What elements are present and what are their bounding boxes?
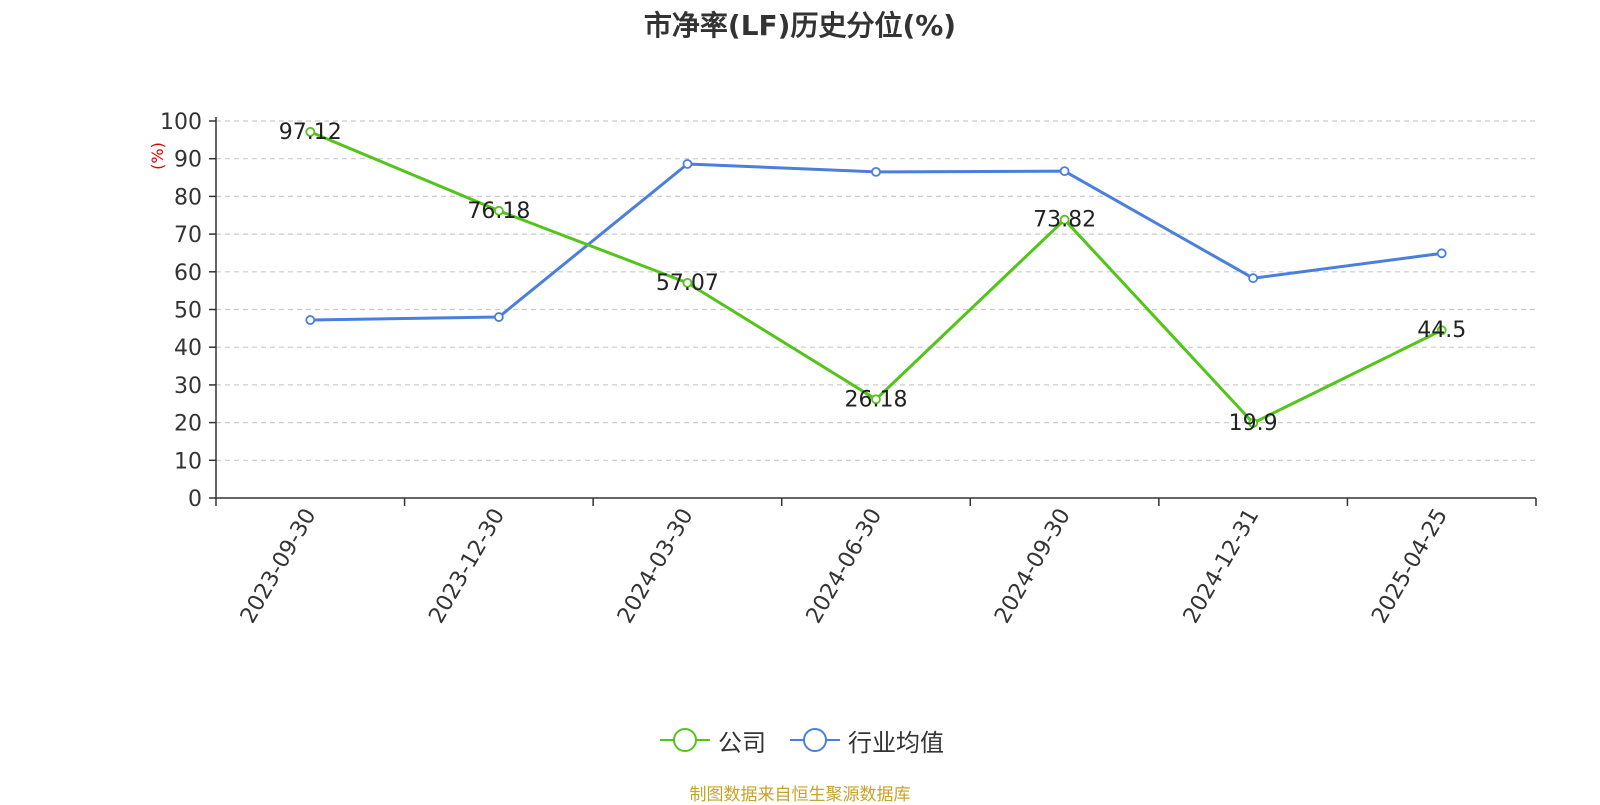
y-tick-label: 30 xyxy=(174,374,202,399)
data-label: 19.9 xyxy=(1229,411,1278,436)
series-line xyxy=(310,162,1442,322)
data-point xyxy=(871,166,881,177)
data-label: 44.5 xyxy=(1417,318,1466,343)
x-tick-label: 2024-09-30 xyxy=(990,505,1076,628)
x-tick-label: 2025-04-25 xyxy=(1367,505,1453,628)
data-point xyxy=(1248,418,1259,428)
source-note: 制图数据来自恒生聚源数据库 xyxy=(689,785,911,805)
data-point xyxy=(305,126,316,137)
x-tick-label: 2023-09-30 xyxy=(236,505,322,628)
data-point xyxy=(682,277,693,288)
data-label: 73.82 xyxy=(1033,208,1096,233)
data-point xyxy=(305,315,316,325)
data-point xyxy=(1059,166,1070,177)
legend-line-circle-icon xyxy=(790,728,840,752)
legend-label-company: 公司 xyxy=(718,728,766,757)
data-point xyxy=(1436,325,1447,336)
y-tick-label: 100 xyxy=(160,110,202,135)
legend[interactable]: 公司 行业均值 xyxy=(660,722,968,758)
data-point xyxy=(682,159,693,169)
y-tick-label: 20 xyxy=(174,412,202,437)
data-point xyxy=(1248,273,1259,284)
data-label: 76.18 xyxy=(467,199,530,224)
x-tick-label: 2024-03-30 xyxy=(613,505,699,628)
legend-line-circle-icon xyxy=(660,728,710,752)
legend-item-industry-average[interactable]: 行业均值 xyxy=(790,723,944,758)
y-tick-label: 40 xyxy=(174,336,202,361)
data-label: 97.12 xyxy=(279,120,342,145)
data-label: 26.18 xyxy=(845,387,908,412)
y-tick-label: 0 xyxy=(188,487,202,512)
data-point xyxy=(1436,248,1447,259)
data-point xyxy=(493,312,504,322)
data-point xyxy=(493,205,504,216)
x-tick-label: 2023-12-30 xyxy=(424,505,510,628)
legend-label-industry-average: 行业均值 xyxy=(848,728,944,757)
y-tick-label: 50 xyxy=(174,299,202,324)
data-point xyxy=(1059,214,1070,225)
y-tick-label: 90 xyxy=(174,148,202,173)
y-tick-label: 60 xyxy=(174,261,202,286)
legend-item-company[interactable]: 公司 xyxy=(660,723,766,758)
y-tick-label: 10 xyxy=(174,449,202,474)
data-point xyxy=(871,394,881,405)
data-label: 57.07 xyxy=(656,271,719,296)
x-tick-label: 2024-12-31 xyxy=(1179,505,1265,628)
y-tick-label: 70 xyxy=(174,223,202,248)
x-tick-label: 2024-06-30 xyxy=(802,505,888,628)
y-axis-label: (%) xyxy=(148,142,167,170)
y-tick-label: 80 xyxy=(174,185,202,210)
chart-title: 市净率(LF)历史分位(%) xyxy=(643,9,957,42)
